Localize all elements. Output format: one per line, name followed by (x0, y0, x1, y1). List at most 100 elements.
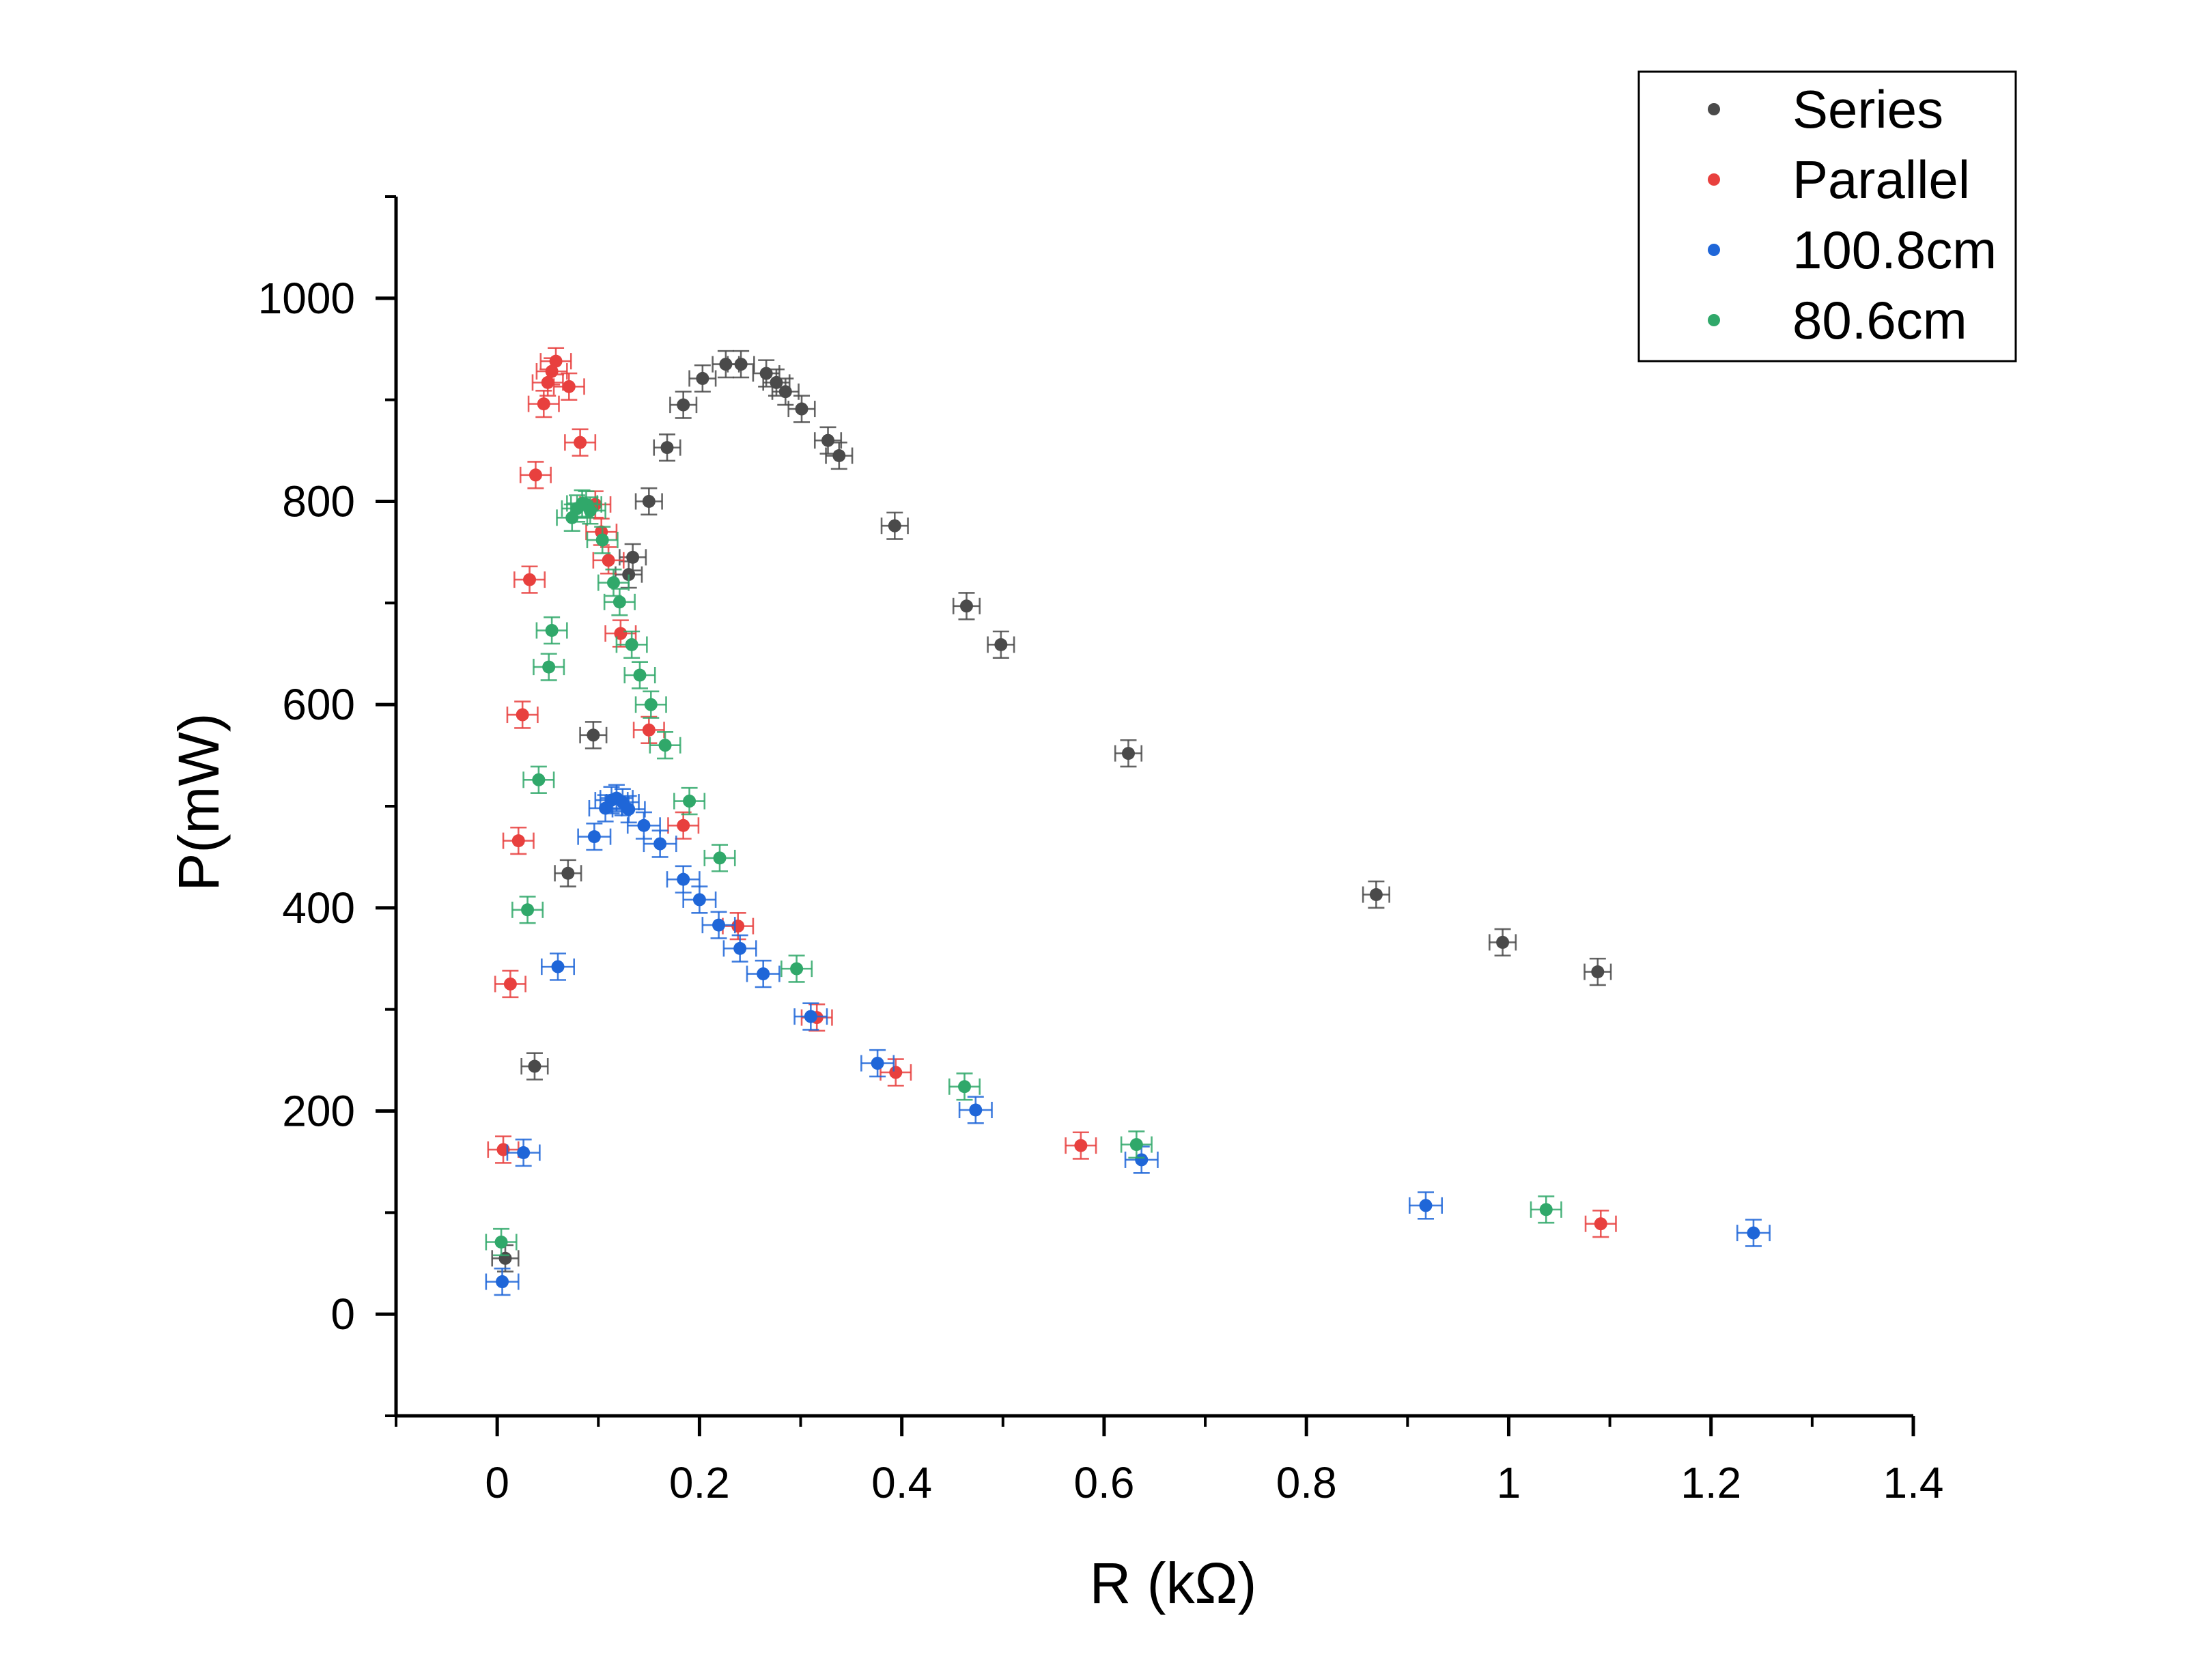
data-marker (516, 708, 529, 722)
data-marker (503, 977, 517, 991)
data-point (519, 461, 552, 489)
data-point (626, 811, 661, 840)
x-tick-label: 0.6 (1073, 1458, 1134, 1507)
data-marker (653, 837, 667, 851)
data-marker (677, 818, 690, 832)
data-marker (994, 638, 1008, 651)
data-marker (712, 918, 726, 932)
data-point (669, 390, 698, 419)
data-point (722, 934, 757, 963)
y-tick-label: 1000 (258, 274, 355, 323)
data-marker (1591, 965, 1605, 979)
data-marker (532, 773, 546, 786)
data-marker (871, 1057, 884, 1070)
data-marker (958, 1080, 972, 1094)
data-marker (644, 698, 658, 711)
data-marker (523, 573, 537, 586)
legend-box (1637, 70, 2017, 362)
data-point (643, 829, 677, 858)
data-marker (683, 795, 696, 808)
data-marker (511, 834, 525, 848)
data-marker (642, 723, 656, 737)
data-point (506, 700, 539, 729)
data-point (586, 526, 619, 554)
y-tick-label: 200 (282, 1087, 355, 1136)
data-marker (889, 1066, 903, 1079)
data-marker (613, 595, 626, 609)
x-ticks: 0 0.2 0.4 0.6 0.8 1 1.2 1.4 (395, 1416, 1944, 1507)
data-point (634, 690, 667, 719)
x-tick-label: 0.4 (871, 1458, 932, 1507)
data-point (780, 954, 813, 983)
data-point (554, 859, 582, 887)
data-marker (633, 668, 647, 682)
y-axis-label: P(mW) (167, 713, 231, 891)
data-point (539, 347, 572, 375)
data-point (1114, 739, 1143, 768)
data-point (703, 844, 736, 872)
data-marker (561, 866, 575, 880)
x-tick-label: 0.8 (1276, 1458, 1337, 1507)
data-marker (719, 358, 733, 371)
y-tick-label: 800 (282, 477, 355, 526)
x-tick-label: 1 (1497, 1458, 1521, 1507)
data-point (511, 896, 544, 924)
series-0 (491, 350, 1612, 1272)
data-point (793, 1002, 828, 1031)
data-point (491, 1244, 520, 1272)
data-marker (658, 739, 672, 752)
data-marker (790, 962, 804, 976)
y-ticks: 0 200 400 600 800 1000 (258, 195, 396, 1417)
data-point (1584, 1210, 1617, 1238)
data-marker (677, 872, 690, 886)
y-tick-label: 400 (282, 883, 355, 932)
data-marks (485, 347, 1771, 1296)
data-marker (1419, 1199, 1433, 1212)
data-point (485, 1267, 520, 1296)
data-point (958, 1096, 993, 1124)
legend: Series Parallel 100.8cm 80.6cm (1637, 70, 2017, 362)
data-marker (595, 533, 609, 547)
data-marker (496, 1275, 509, 1289)
data-point (527, 389, 560, 418)
data-point (1362, 880, 1390, 909)
data-marker (888, 519, 901, 532)
data-marker (542, 660, 556, 674)
legend-label: Series (1792, 79, 1943, 139)
data-marker (642, 495, 656, 508)
axes: 0 0.2 0.4 0.6 0.8 1 1.2 1.4 0 200 400 600 800 1000 (258, 195, 1944, 1507)
data-marker (1369, 887, 1383, 901)
data-point (1120, 1130, 1153, 1159)
data-point (632, 715, 665, 745)
data-point (1408, 1191, 1443, 1220)
data-marker (795, 402, 808, 416)
data-marker (660, 441, 674, 455)
data-point (666, 865, 701, 894)
legend-marker (1708, 244, 1720, 256)
data-marker (1074, 1139, 1088, 1152)
x-tick-label: 1.4 (1883, 1458, 1944, 1507)
data-marker (778, 385, 792, 399)
data-point (634, 487, 663, 516)
x-tick-label: 0.2 (669, 1458, 730, 1507)
data-point (771, 378, 800, 406)
data-point (513, 565, 546, 594)
data-marker (677, 398, 690, 412)
legend-label: Parallel (1792, 150, 1970, 210)
data-point (623, 661, 656, 689)
data-marker (562, 380, 576, 393)
y-tick-label: 600 (282, 680, 355, 729)
x-tick-label: 0 (485, 1458, 509, 1507)
legend-label: 80.6cm (1792, 290, 1967, 350)
data-point (825, 441, 854, 470)
data-point (611, 795, 646, 824)
data-marker (551, 960, 565, 973)
data-point (564, 428, 597, 457)
data-point (603, 588, 636, 616)
data-point (1124, 1145, 1159, 1174)
data-marker (713, 851, 727, 865)
x-tick-label: 1.2 (1680, 1458, 1741, 1507)
data-marker (1135, 1153, 1149, 1167)
data-point (1489, 928, 1517, 957)
data-point (487, 1135, 520, 1164)
